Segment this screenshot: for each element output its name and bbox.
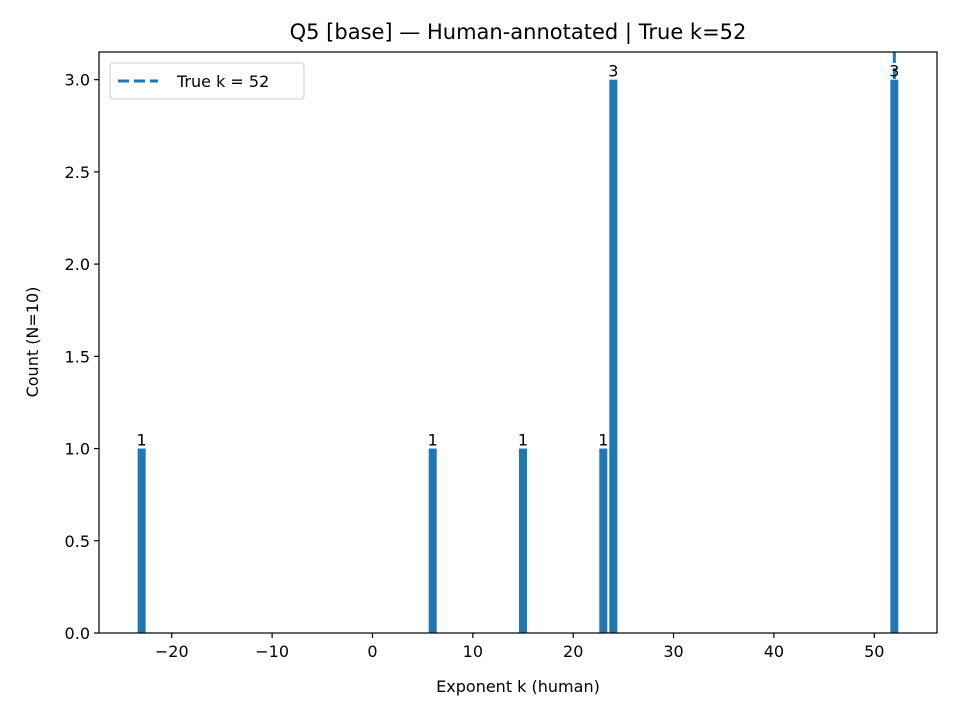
y-axis-label: Count (N=10) [23,287,42,398]
data-label-k-23: 1 [598,431,608,450]
legend-entry-true-k: True k = 52 [176,72,269,91]
x-axis-label: Exponent k (human) [436,677,600,696]
chart-title: Q5 [base] — Human-annotated | True k=52 [290,20,747,45]
x-tick-label: −20 [155,642,189,661]
y-tick-label: 1.0 [65,440,90,459]
data-label-k-24: 3 [608,62,618,81]
y-tick-label: 0.0 [65,624,90,643]
data-label-k-52: 3 [889,62,899,81]
y-tick-label: 2.5 [65,163,90,182]
y-tick-label: 0.5 [65,532,90,551]
x-tick-label: 10 [463,642,483,661]
plot-frame [98,51,938,634]
x-tick-label: 50 [864,642,884,661]
x-tick-label: 40 [764,642,784,661]
data-label-k--23: 1 [137,431,147,450]
legend: True k = 52 [109,62,305,100]
y-tick-label: 3.0 [65,71,90,90]
x-tick-label: 0 [367,642,377,661]
y-tick-label: 2.0 [65,255,90,274]
data-label-k-6: 1 [428,431,438,450]
bar-k-23 [599,448,608,633]
x-tick-label: −10 [255,642,289,661]
data-labels-group: 1 1 1 1 3 3 [137,62,900,450]
x-axis: −20 −10 0 10 20 30 40 50 [155,633,884,661]
y-tick-label: 1.5 [65,347,90,366]
data-label-k-15: 1 [518,431,528,450]
legend-box [109,62,305,100]
bar-k-24 [609,79,618,633]
bar-k-6 [428,448,437,633]
y-axis: 0.0 0.5 1.0 1.5 2.0 2.5 3.0 [65,71,99,643]
x-tick-label: 20 [563,642,583,661]
bar-k--23 [137,448,146,633]
x-tick-label: 30 [663,642,683,661]
bar-k-15 [519,448,528,633]
